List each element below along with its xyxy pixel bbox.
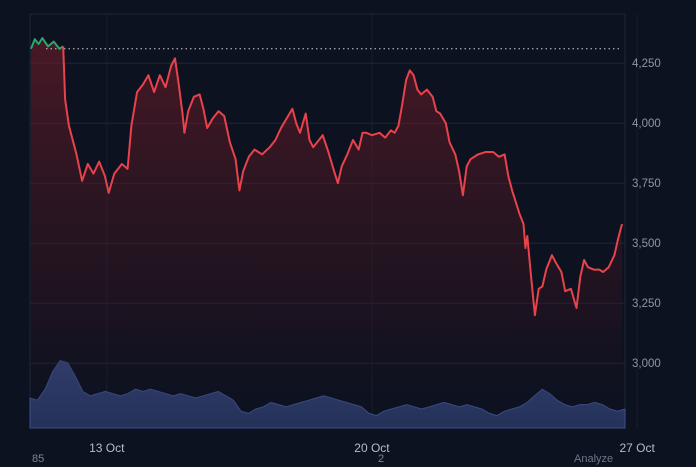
price-line-up bbox=[30, 37, 64, 50]
x-tick-label: 20 Oct bbox=[354, 441, 390, 455]
x-tick-label: 27 Oct bbox=[619, 441, 655, 455]
y-axis: 3,000 3,250 3,500 3,750 4,000 4,250 bbox=[632, 58, 661, 370]
y-tick-label: 4,000 bbox=[632, 118, 661, 130]
price-line bbox=[30, 37, 623, 317]
footer-mid-label: 2 bbox=[378, 453, 385, 465]
price-area bbox=[31, 38, 622, 428]
price-area-fill bbox=[31, 38, 622, 428]
x-tick-label: 13 Oct bbox=[89, 441, 125, 455]
y-tick-label: 3,500 bbox=[632, 238, 661, 250]
y-tick-label: 4,250 bbox=[632, 58, 661, 70]
price-line-down bbox=[62, 46, 623, 317]
y-tick-label: 3,250 bbox=[632, 298, 661, 310]
y-tick-label: 3,750 bbox=[632, 178, 661, 190]
footer-left-label: 85 bbox=[32, 453, 45, 465]
y-tick-label: 3,000 bbox=[632, 358, 661, 370]
analyze-link[interactable]: Analyze bbox=[574, 453, 614, 465]
